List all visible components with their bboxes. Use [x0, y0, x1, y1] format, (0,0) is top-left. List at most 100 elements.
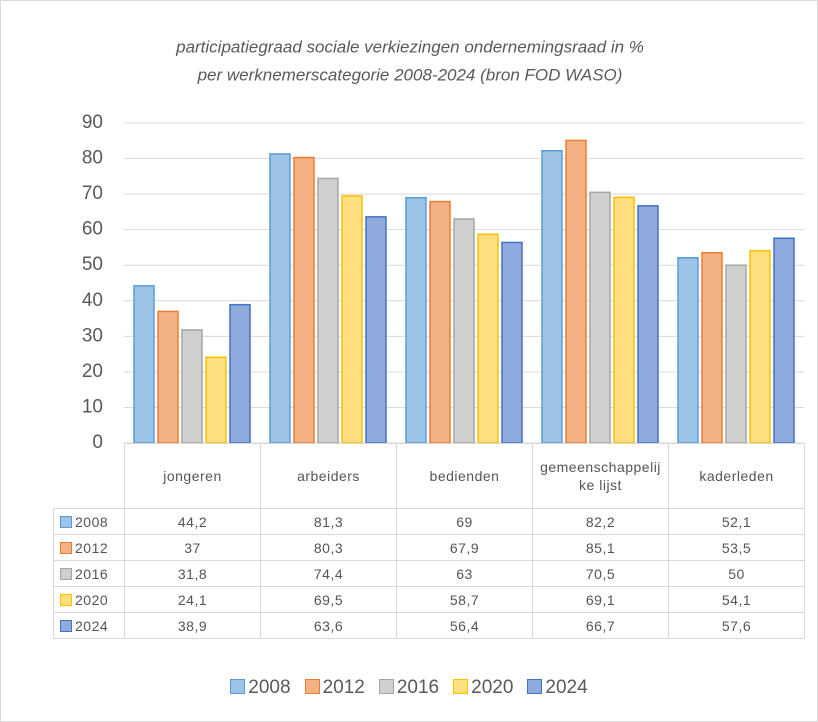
- chart-title: participatiegraad sociale verkiezingen o…: [175, 37, 644, 56]
- data-label: 82,2: [532, 508, 669, 535]
- row-header: 2020: [53, 586, 125, 613]
- bar: [269, 153, 291, 444]
- bar: [589, 191, 611, 444]
- data-label: 85,1: [532, 534, 669, 561]
- legend-label: 2016: [396, 677, 440, 698]
- series-name: 2008: [75, 513, 109, 530]
- data-label: 74,4: [260, 560, 397, 587]
- legend-key: [60, 619, 72, 632]
- data-label: 56,4: [396, 612, 533, 639]
- x-tick-label: bedienden: [396, 443, 533, 509]
- data-label: 63,6: [260, 612, 397, 639]
- series-name: 2024: [75, 617, 109, 634]
- data-label: 57,6: [668, 612, 805, 639]
- legend-key: [60, 541, 72, 554]
- series-name: 2016: [75, 565, 109, 582]
- data-label: 63: [396, 560, 533, 587]
- table-row: 2016 31,8 74,4 63 70,5 50: [53, 560, 805, 587]
- bar: [565, 139, 587, 444]
- x-tick-label: gemeenschappelijke lijst: [532, 443, 669, 509]
- bar: [541, 149, 563, 444]
- data-label: 37: [124, 534, 261, 561]
- legend-key: [304, 679, 320, 694]
- bar: [157, 310, 179, 444]
- table-row: 2020 24,1 69,5 58,7 69,1 54,1: [53, 586, 805, 613]
- y-tick-label: 0: [92, 432, 103, 453]
- data-label: 80,3: [260, 534, 397, 561]
- data-label: 38,9: [124, 612, 261, 639]
- legend: 2008 2012 2016 2020 2024: [1, 677, 817, 699]
- data-label: 50: [668, 560, 805, 587]
- series-name: 2012: [75, 539, 109, 556]
- x-tick-label: jongeren: [124, 443, 261, 509]
- row-header: 2012: [53, 534, 125, 561]
- bar: [637, 205, 659, 444]
- corner-cell: [53, 443, 125, 509]
- bar: [317, 177, 339, 444]
- y-tick-label: 30: [82, 325, 103, 346]
- y-tick-label: 50: [82, 254, 103, 275]
- bar: [133, 285, 155, 444]
- bar: [701, 252, 723, 444]
- data-label: 24,1: [124, 586, 261, 613]
- bar: [181, 329, 203, 444]
- legend-label: 2012: [322, 677, 365, 698]
- bar: [365, 216, 387, 444]
- data-label: 31,8: [124, 560, 261, 587]
- y-tick-label: 20: [82, 361, 103, 382]
- legend-item: 2012: [304, 677, 365, 699]
- bar: [205, 356, 227, 444]
- legend-key: [60, 515, 72, 528]
- legend-item: 2016: [378, 677, 440, 699]
- bar: [453, 218, 475, 444]
- bar: [293, 156, 315, 444]
- data-label: 66,7: [532, 612, 669, 639]
- y-tick-label: 40: [82, 290, 103, 311]
- y-tick-label: 80: [82, 148, 103, 169]
- data-label: 69,5: [260, 586, 397, 613]
- data-label: 53,5: [668, 534, 805, 561]
- bar: [677, 257, 699, 444]
- bar: [725, 264, 747, 444]
- legend-key: [60, 567, 72, 580]
- legend-item: 2024: [527, 677, 588, 699]
- data-table: jongeren arbeiders bedienden gemeenschappel…: [53, 443, 805, 639]
- bar: [477, 233, 499, 444]
- y-tick-label: 60: [82, 219, 103, 240]
- table-header: jongeren arbeiders bedienden gemeenschappel…: [53, 443, 805, 509]
- chart-title: per werknemerscategorie 2008-2024 (bron …: [197, 65, 623, 84]
- table-row: 2024 38,9 63,6 56,4 66,7 57,6: [53, 612, 805, 639]
- legend-label: 2008: [248, 677, 291, 698]
- table-row: 2012 37 80,3 67,9 85,1 53,5: [53, 534, 805, 561]
- y-tick-label: 10: [82, 396, 103, 417]
- bar: [229, 303, 251, 444]
- row-header: 2016: [53, 560, 125, 587]
- bar: [613, 196, 635, 444]
- data-label: 67,9: [396, 534, 533, 561]
- bar: [501, 241, 523, 444]
- row-header: 2008: [53, 508, 125, 535]
- x-tick-label: kaderleden: [668, 443, 805, 509]
- legend-key: [378, 679, 394, 694]
- series-name: 2020: [75, 591, 109, 608]
- data-label: 81,3: [260, 508, 397, 535]
- y-tick-label: 70: [82, 183, 103, 204]
- legend-key: [60, 593, 72, 606]
- bar: [749, 249, 771, 444]
- y-tick-label: 90: [82, 112, 103, 133]
- legend-key: [453, 679, 469, 694]
- table-row: 2008 44,2 81,3 69 82,2 52,1: [53, 508, 805, 535]
- data-label: 44,2: [124, 508, 261, 535]
- data-label: 54,1: [668, 586, 805, 613]
- bar: [429, 200, 451, 444]
- bar: [773, 237, 795, 444]
- legend-label: 2020: [471, 677, 514, 698]
- data-label: 69,1: [532, 586, 669, 613]
- row-header: 2024: [53, 612, 125, 639]
- data-label: 58,7: [396, 586, 533, 613]
- data-label: 69: [396, 508, 533, 535]
- bar: [405, 196, 427, 444]
- legend-key: [230, 679, 246, 694]
- legend-label: 2024: [545, 677, 588, 698]
